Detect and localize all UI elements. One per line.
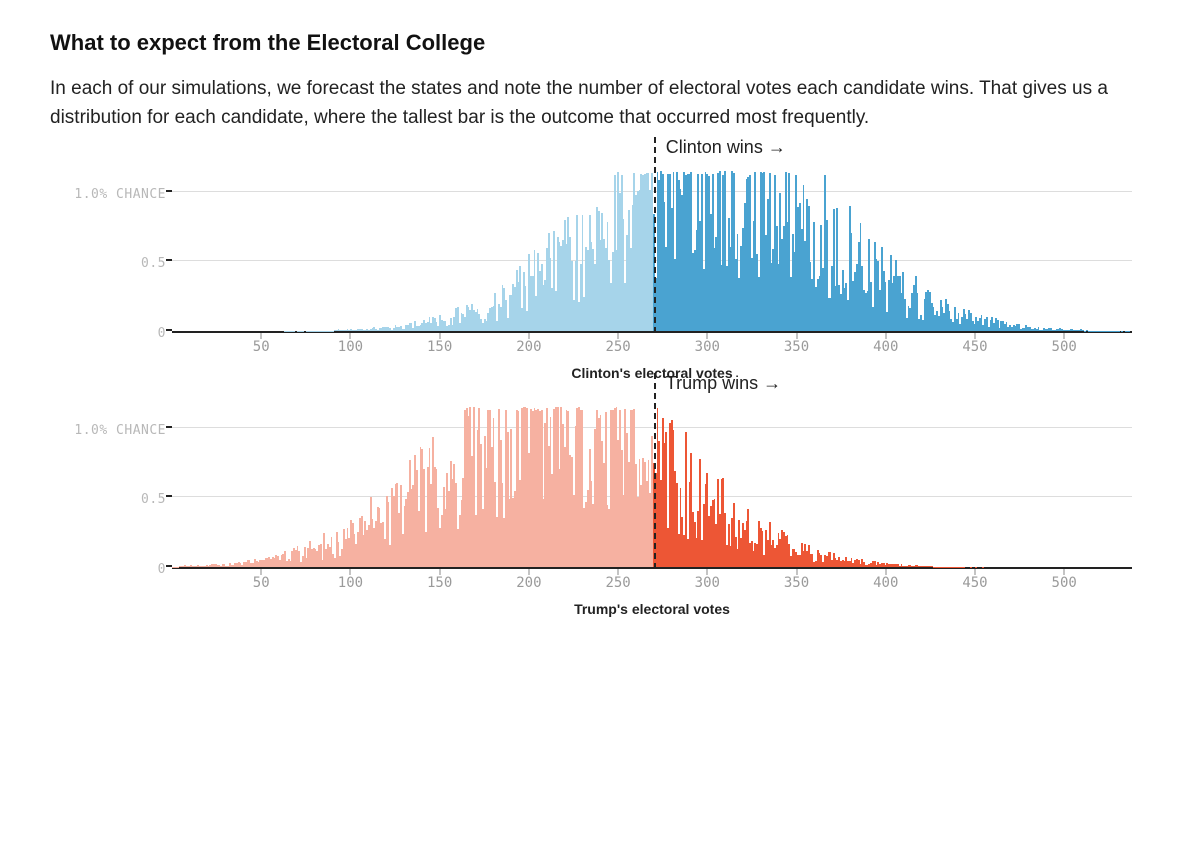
x-tick-label: 150 <box>427 339 452 355</box>
x-tick-label: 200 <box>516 339 541 355</box>
y-tick-label: 0.5 <box>141 492 166 507</box>
x-tick-label: 200 <box>516 575 541 591</box>
x-tick-label: 150 <box>427 575 452 591</box>
win-label: Clinton wins → <box>666 137 786 158</box>
x-tick-label: 250 <box>605 339 630 355</box>
win-label: Trump wins → <box>666 373 781 394</box>
y-tick-label: 0 <box>158 562 166 577</box>
threshold-line <box>654 137 656 333</box>
x-tick-label: 400 <box>873 575 898 591</box>
x-tick-label: 450 <box>962 339 987 355</box>
x-tick-label: 350 <box>784 575 809 591</box>
bars-viewport <box>172 173 1132 333</box>
y-tick-label: 0.5 <box>141 256 166 271</box>
y-tick-label: 1.0% CHANCE <box>74 423 166 438</box>
x-tick-label: 100 <box>338 339 363 355</box>
bars <box>172 409 1132 567</box>
x-axis: 50 100 150 200 250 300 350 400 450 500 <box>172 339 1132 361</box>
histogram-trump: 00.51.0% CHANCETrump wins →5010015020025… <box>80 409 1150 617</box>
x-tick-label: 100 <box>338 575 363 591</box>
x-axis-label: Trump's electoral votes <box>172 601 1132 617</box>
x-tick-label: 400 <box>873 339 898 355</box>
y-tick-label: 0 <box>158 326 166 341</box>
page-title: What to expect from the Electoral Colleg… <box>50 30 1150 56</box>
histogram-clinton: 00.51.0% CHANCEClinton wins →50100150200… <box>80 173 1150 381</box>
bars-viewport <box>172 409 1132 569</box>
plot-area: Trump wins →5010015020025030035040045050… <box>172 409 1132 617</box>
x-tick-label: 250 <box>605 575 630 591</box>
x-tick-label: 50 <box>253 575 270 591</box>
x-tick-label: 450 <box>962 575 987 591</box>
charts-container: 00.51.0% CHANCEClinton wins →50100150200… <box>50 173 1150 617</box>
threshold-line <box>654 373 656 569</box>
plot-area: Clinton wins →50100150200250300350400450… <box>172 173 1132 381</box>
bars <box>172 173 1132 331</box>
page-description: In each of our simulations, we forecast … <box>50 74 1130 133</box>
x-tick-label: 300 <box>695 575 720 591</box>
x-tick-label: 50 <box>253 339 270 355</box>
x-tick-label: 350 <box>784 339 809 355</box>
x-tick-label: 500 <box>1052 575 1077 591</box>
x-axis: 50 100 150 200 250 300 350 400 450 500 <box>172 575 1132 597</box>
y-axis: 00.51.0% CHANCE <box>80 409 170 569</box>
x-tick-label: 300 <box>695 339 720 355</box>
y-axis: 00.51.0% CHANCE <box>80 173 170 333</box>
y-tick-label: 1.0% CHANCE <box>74 187 166 202</box>
x-axis-label: Clinton's electoral votes <box>172 365 1132 381</box>
x-tick-label: 500 <box>1052 339 1077 355</box>
